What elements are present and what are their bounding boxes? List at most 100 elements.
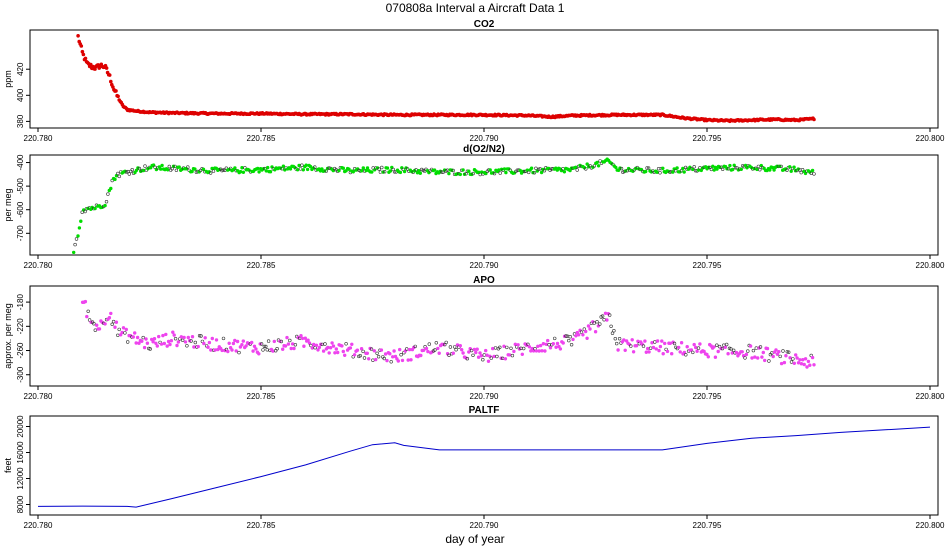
data-point	[631, 350, 636, 354]
data-point	[692, 165, 696, 169]
data-point	[306, 338, 310, 342]
data-point	[600, 314, 605, 318]
data-point	[498, 171, 502, 175]
data-point	[160, 163, 164, 168]
data-point	[238, 345, 243, 349]
data-point	[564, 334, 568, 338]
data-point	[746, 349, 750, 353]
data-point	[808, 363, 812, 367]
data-point	[352, 353, 357, 357]
data-point	[543, 349, 547, 353]
data-point	[104, 200, 109, 204]
data-point	[193, 167, 197, 171]
data-point	[103, 322, 107, 326]
panel-2: d(O2/N2) per meg 220.780 220.785 220.790 220.…	[3, 144, 945, 270]
data-point	[799, 170, 803, 175]
data-point	[307, 341, 312, 345]
data-point	[465, 357, 469, 361]
data-series	[80, 299, 816, 369]
data-point	[471, 171, 475, 176]
data-point	[130, 168, 134, 172]
data-point	[314, 343, 319, 347]
data-point	[216, 347, 220, 352]
data-point	[812, 172, 816, 176]
x-tick-label: 220.780	[24, 261, 53, 270]
data-point	[385, 358, 389, 363]
data-point	[731, 348, 736, 352]
data-point	[182, 335, 186, 340]
data-point	[681, 166, 685, 171]
data-point	[458, 344, 462, 348]
data-point	[392, 349, 396, 353]
x-tick-label: 220.795	[693, 134, 722, 143]
data-point	[786, 350, 791, 354]
data-point	[148, 347, 152, 351]
data-point	[447, 171, 451, 176]
data-point	[344, 342, 348, 346]
data-point	[79, 44, 84, 48]
data-point	[94, 323, 99, 327]
data-point	[641, 344, 646, 348]
data-point	[768, 168, 772, 172]
data-point	[799, 362, 804, 366]
data-point	[358, 354, 362, 358]
data-point	[789, 360, 794, 364]
data-point	[168, 342, 172, 347]
data-point	[542, 169, 547, 173]
data-point	[671, 170, 675, 174]
data-point	[376, 355, 381, 359]
data-point	[107, 73, 112, 77]
data-point	[347, 167, 351, 171]
data-point	[767, 359, 771, 363]
data-point	[103, 203, 107, 208]
panel-title: APO	[473, 275, 495, 286]
data-point	[502, 167, 507, 171]
data-point	[593, 330, 598, 334]
data-point	[176, 340, 181, 344]
data-point	[678, 350, 682, 354]
data-point	[210, 336, 215, 341]
data-point	[331, 344, 336, 348]
data-point	[281, 347, 285, 351]
data-point	[254, 347, 258, 351]
x-tick-label: 220.800	[916, 521, 945, 530]
y-tick-label: -300	[16, 366, 25, 383]
data-point	[669, 352, 674, 356]
data-point	[692, 342, 696, 347]
data-point	[679, 169, 684, 173]
data-point	[369, 347, 374, 351]
data-point	[323, 342, 327, 346]
data-point	[498, 345, 502, 349]
data-point	[657, 348, 661, 353]
data-point	[170, 167, 174, 171]
data-point	[389, 360, 393, 364]
data-point	[582, 327, 586, 331]
data-point	[227, 341, 231, 345]
data-point	[729, 347, 733, 351]
data-point	[702, 349, 706, 354]
data-point	[539, 170, 544, 175]
data-point	[614, 165, 618, 170]
data-point	[321, 349, 326, 353]
data-point	[116, 94, 120, 99]
data-point	[313, 346, 317, 350]
data-point	[426, 349, 430, 354]
data-point	[83, 209, 87, 214]
data-point	[467, 350, 471, 354]
data-point	[554, 345, 558, 349]
data-point	[485, 353, 489, 357]
data-point	[440, 170, 444, 174]
y-tick-label: -180	[16, 294, 25, 311]
data-point	[734, 350, 739, 355]
data-point	[114, 320, 119, 324]
data-point	[691, 167, 695, 172]
data-point	[400, 358, 405, 363]
data-point	[259, 342, 264, 346]
data-point	[461, 351, 465, 355]
x-tick-label: 220.780	[24, 392, 53, 401]
data-point	[266, 339, 271, 343]
data-point	[133, 331, 137, 335]
data-point	[213, 348, 217, 352]
data-point	[643, 339, 647, 343]
data-point	[689, 348, 694, 352]
